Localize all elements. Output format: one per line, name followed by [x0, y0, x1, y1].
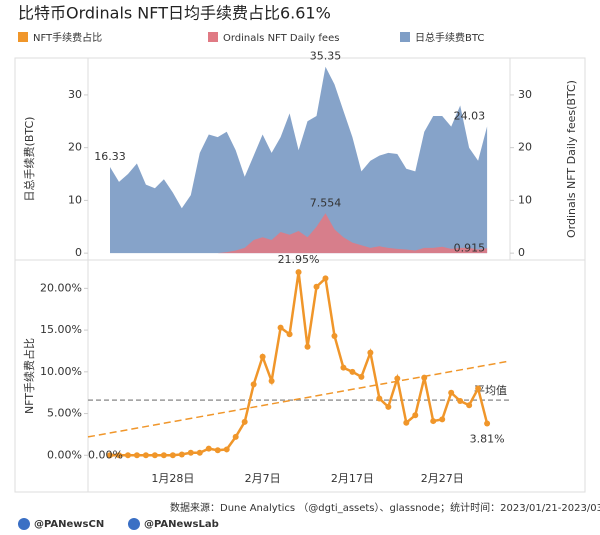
point — [187, 449, 194, 456]
handle: @PANewsCN — [34, 519, 104, 530]
point — [178, 451, 185, 458]
logo — [18, 518, 30, 530]
point — [439, 416, 446, 423]
y-tick-label: 10.00% — [40, 365, 82, 378]
logo — [128, 518, 140, 530]
y-tick-label: 20.00% — [40, 281, 82, 294]
x-tick-label: 1月28日 — [151, 472, 194, 485]
point — [124, 452, 131, 459]
y-tick-label: 0.00% — [47, 448, 82, 461]
point — [259, 353, 266, 360]
point — [322, 275, 329, 282]
point — [457, 398, 464, 405]
point — [484, 420, 491, 427]
point — [385, 403, 392, 410]
y2-tick-label: 10 — [518, 193, 532, 206]
legend-label: NFT手续费占比 — [33, 31, 102, 44]
point — [466, 402, 473, 409]
data-label: 7.554 — [310, 196, 342, 209]
point — [160, 452, 167, 459]
footer-source: 数据来源：Dune Analytics （@dgti_assets）、glass… — [170, 501, 600, 514]
point — [250, 381, 257, 388]
y-axis-title: NFT手续费占比 — [22, 338, 36, 414]
point — [205, 445, 212, 452]
point — [241, 418, 248, 425]
point — [349, 368, 356, 375]
data-label: 24.03 — [454, 109, 486, 122]
point — [295, 269, 302, 276]
y-axis-title: 日总手续费(BTC) — [22, 117, 36, 202]
point — [376, 395, 383, 402]
point — [412, 412, 419, 419]
point — [232, 433, 239, 440]
point — [115, 452, 122, 459]
data-label: 21.95% — [278, 253, 320, 266]
legend-label: Ordinals NFT Daily fees — [223, 33, 339, 44]
area — [110, 213, 488, 254]
data-label: 16.33 — [94, 150, 126, 163]
point — [142, 452, 149, 459]
point — [430, 418, 437, 425]
point — [421, 374, 428, 381]
point — [331, 332, 338, 339]
area — [110, 66, 488, 254]
x-tick-label: 2月17日 — [331, 472, 374, 485]
point — [304, 343, 311, 350]
point — [169, 452, 176, 459]
x-tick-label: 2月27日 — [421, 472, 464, 485]
point — [313, 283, 320, 290]
x-tick-label: 2月7日 — [245, 472, 281, 485]
y2-axis-title: Ordinals NFT Daily fees(BTC) — [565, 80, 578, 238]
y-tick-label: 15.00% — [40, 323, 82, 336]
point — [277, 324, 284, 331]
data-label: 3.81% — [470, 432, 505, 445]
point — [367, 349, 374, 356]
y-tick-label: 10 — [68, 193, 82, 206]
point — [268, 378, 275, 385]
point — [403, 419, 410, 426]
point — [151, 452, 158, 459]
point — [133, 452, 140, 459]
y2-tick-label: 20 — [518, 141, 532, 154]
point — [214, 447, 221, 454]
point — [196, 449, 203, 456]
frame — [14, 57, 586, 493]
chart-title: 比特币Ordinals NFT日均手续费占比6.61% — [18, 4, 331, 23]
data-label: 35.35 — [310, 50, 342, 63]
data-label: 0.00% — [88, 448, 123, 461]
handle: @PANewsLab — [144, 519, 219, 530]
point — [106, 452, 113, 459]
point — [475, 385, 482, 392]
legend-swatch — [400, 32, 410, 42]
reference-label: 平均值 — [474, 384, 507, 397]
data-label: 0.915 — [454, 241, 486, 254]
legend-label: 日总手续费BTC — [415, 31, 484, 44]
y-tick-label: 5.00% — [47, 407, 82, 420]
line — [110, 271, 489, 457]
point — [394, 375, 401, 382]
legend-swatch — [18, 32, 28, 42]
legend-swatch — [208, 32, 218, 42]
point — [223, 446, 230, 453]
point — [358, 373, 365, 380]
point — [286, 331, 293, 338]
y-tick-label: 30 — [68, 88, 82, 101]
y2-tick-label: 0 — [518, 246, 525, 259]
y-tick-label: 0 — [75, 246, 82, 259]
trend-line — [87, 360, 511, 438]
y-tick-label: 20 — [68, 141, 82, 154]
point — [340, 364, 347, 371]
point — [448, 389, 455, 396]
y2-tick-label: 30 — [518, 88, 532, 101]
